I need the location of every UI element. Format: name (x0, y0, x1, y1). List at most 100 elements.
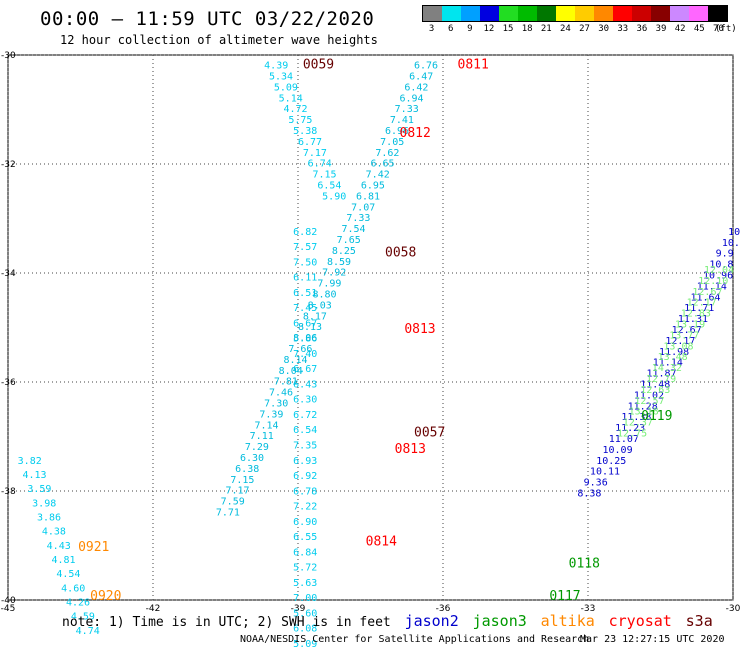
track-c: 6.766.476.426.947.337.416.967.057.626.65… (216, 61, 438, 519)
lat-tick-label: -32 (1, 160, 16, 170)
wave-height-value: 7.50 (293, 257, 317, 268)
wave-height-value: 7.40 (293, 349, 317, 360)
wave-height-value: 10.9 (728, 227, 740, 238)
wave-height-value: 6.51 (293, 288, 317, 299)
legend-label: 42 (674, 24, 686, 34)
wave-height-value: 5.34 (269, 72, 293, 83)
wave-height-value: 5.86 (293, 334, 317, 345)
wave-height-value: 12.83 (681, 309, 711, 320)
legend-swatch (670, 6, 689, 21)
wave-height-value: 5.14 (279, 93, 303, 104)
wave-height-value: 10.09 (603, 445, 633, 456)
wave-height-value: 5.90 (322, 191, 346, 202)
pass-time-label: 0119 (641, 409, 672, 424)
legend-unit: (ft) (714, 24, 737, 34)
wave-height-value: 6.43 (293, 379, 317, 390)
wave-height-value: 6.93 (293, 456, 317, 467)
wave-height-value: 6.96 (385, 126, 409, 137)
track-d: 10.910.59.910.810.9611.1411.6411.7111.31… (577, 227, 740, 500)
color-legend: 3 6 9 12 15 18 21 24 27 30 33 36 39 42 45 70 (ft) (422, 5, 737, 36)
wave-height-value: 7.15 (313, 170, 337, 181)
wave-height-value: 11.14 (697, 281, 727, 292)
wave-height-value: 7.42 (366, 170, 390, 181)
wave-height-value: 4.38 (42, 527, 66, 538)
legend-label: 18 (521, 24, 533, 34)
wave-height-value: 12.17 (687, 298, 717, 309)
wave-height-value: 7.57 (293, 242, 317, 253)
wave-height-value: 4.54 (56, 569, 80, 580)
legend-swatch (651, 6, 670, 21)
wave-height-value: 6.74 (308, 159, 332, 170)
wave-height-value: 7.05 (380, 137, 404, 148)
wave-height-value: 7.30 (264, 399, 288, 410)
wave-height-value: 5.60 (293, 608, 317, 619)
wave-height-value: 12.10 (698, 276, 728, 287)
wave-height-value: 6.54 (317, 181, 341, 192)
note-text: note: 1) Time is in UTC; 2) SWH is in fe… (62, 615, 391, 630)
wave-height-value: 4.43 (47, 541, 71, 552)
wave-height-value: 8.59 (327, 257, 351, 268)
wave-height-value: 3.59 (27, 484, 51, 495)
wave-height-value: 7.15 (230, 475, 254, 486)
wave-height-value: 3.82 (18, 456, 42, 467)
wave-height-value: 11.02 (634, 390, 664, 401)
wave-height-value: 12.79 (646, 374, 676, 385)
legend-label: 15 (502, 24, 514, 34)
wave-height-value: 8.06 (293, 333, 317, 344)
wave-height-value: 13.08 (663, 341, 693, 352)
altimeter-tracks: 4.395.345.095.144.725.755.386.777.176.74… (18, 61, 740, 650)
wave-height-value: 7.99 (317, 279, 341, 290)
wave-height-value: 5.75 (288, 115, 312, 126)
mission-altika: altika (540, 612, 595, 630)
pass-time-label: 0059 (303, 58, 334, 73)
lat-tick-label: -30 (1, 51, 16, 61)
wave-height-value: 6.72 (293, 410, 317, 421)
legend-swatch (613, 6, 632, 21)
footer-note: note: 1) Time is in UTC; 2) SWH is in fe… (62, 612, 713, 630)
mission-s3a: s3a (685, 612, 713, 630)
lat-tick-label: -34 (1, 269, 16, 279)
wave-height-value: 7.17 (303, 148, 327, 159)
wave-height-value: 12.37 (623, 418, 653, 429)
wave-height-value: 3.98 (32, 498, 56, 509)
wave-height-value: 7.65 (337, 235, 361, 246)
wave-height-value: 9.9 (716, 249, 734, 260)
wave-height-value: 7.41 (390, 115, 414, 126)
wave-height-value: 9.36 (584, 478, 608, 489)
wave-height-value: 7.59 (221, 497, 245, 508)
wave-height-value: 6.42 (404, 82, 428, 93)
pass-time-label: 0920 (90, 589, 121, 604)
pass-time-label: 0058 (385, 246, 416, 261)
pass-time-label: 0813 (404, 322, 435, 337)
wave-height-value: 10.11 (590, 467, 620, 478)
wave-height-value: 6.67 (293, 364, 317, 375)
wave-height-value: 5.09 (274, 82, 298, 93)
mission-cryosat: cryosat (608, 612, 672, 630)
legend-label: 9 (467, 24, 473, 34)
wave-height-value: 4.72 (284, 104, 308, 115)
wave-height-value: 10.5 (722, 238, 740, 249)
legend-swatch (499, 6, 518, 21)
wave-height-value: 11.64 (690, 292, 720, 303)
track-a: 4.395.345.095.144.725.755.386.777.176.74… (264, 61, 346, 203)
wave-height-value: 11.31 (678, 314, 708, 325)
wave-height-value: 8.38 (577, 488, 601, 499)
wave-height-value: 6.82 (293, 227, 317, 238)
lon-tick-label: -42 (146, 604, 161, 614)
track-f: 3.82 4.13 3.59 3.98 3.86 4.38 4.43 4.81 4.54 4.60… (18, 456, 100, 637)
wave-height-value: 6.67 (293, 318, 317, 329)
wave-height-value: 7.11 (250, 431, 274, 442)
wave-height-value: 6.30 (240, 453, 264, 464)
pass-time-label: 0118 (569, 556, 600, 571)
map-subtitle: 12 hour collection of altimeter wave hei… (60, 33, 378, 47)
legend-swatch (594, 6, 613, 21)
wave-height-value: 6.81 (356, 191, 380, 202)
wave-height-value: 4.39 (264, 61, 288, 72)
pass-time-label: 0117 (549, 589, 580, 604)
mission-jason3: jason3 (472, 612, 527, 630)
pass-time-label: 0057 (414, 426, 445, 441)
wave-height-value: 7.22 (293, 502, 317, 513)
legend-label: 39 (655, 24, 667, 34)
wave-height-value: 6.92 (293, 471, 317, 482)
wave-height-value: 12.67 (692, 287, 722, 298)
